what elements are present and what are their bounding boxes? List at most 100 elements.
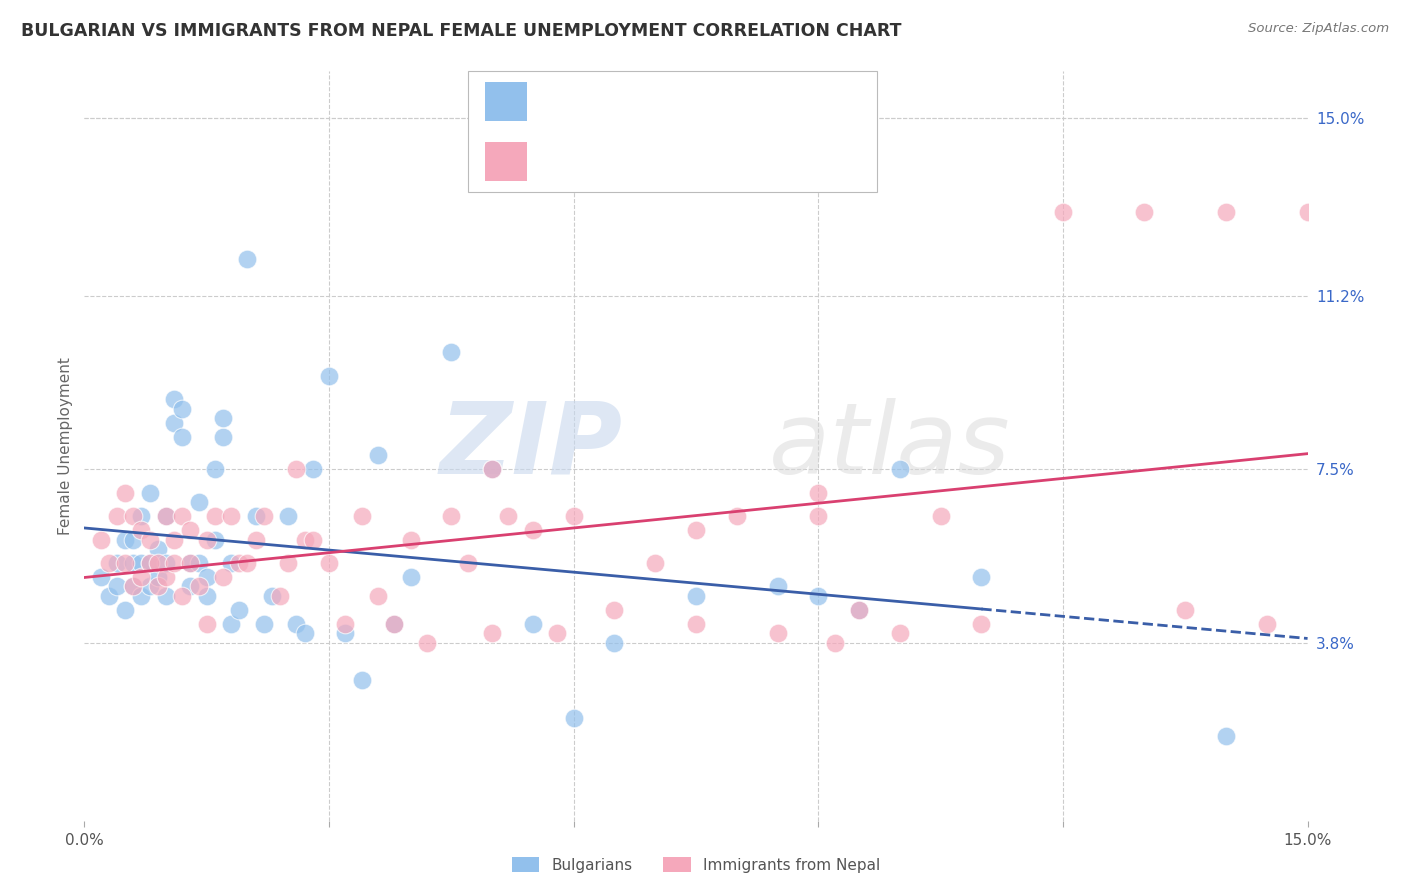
Point	[236, 252, 259, 266]
Point	[1215, 730, 1237, 744]
Point	[138, 533, 160, 547]
Point	[195, 533, 218, 547]
FancyBboxPatch shape	[468, 70, 877, 193]
Point	[90, 533, 112, 547]
Point	[146, 541, 169, 557]
Point	[260, 589, 283, 603]
Point	[603, 603, 626, 617]
Point	[685, 589, 707, 603]
Point	[172, 589, 194, 603]
Point	[1215, 204, 1237, 219]
Point	[146, 580, 169, 594]
Point	[97, 556, 120, 570]
Point	[187, 580, 209, 594]
Point	[562, 509, 585, 524]
Point	[277, 556, 299, 570]
Point	[766, 626, 789, 640]
Point	[212, 411, 235, 425]
Point	[236, 556, 259, 570]
Point	[138, 556, 160, 570]
Point	[219, 617, 242, 632]
Point	[253, 617, 276, 632]
Point	[204, 462, 226, 476]
Legend: Bulgarians, Immigrants from Nepal: Bulgarians, Immigrants from Nepal	[505, 849, 887, 880]
Point	[131, 509, 153, 524]
Point	[807, 509, 830, 524]
Point	[172, 430, 194, 444]
Point	[498, 509, 520, 524]
Point	[685, 523, 707, 537]
Point	[228, 603, 250, 617]
Point	[179, 556, 201, 570]
Point	[155, 509, 177, 524]
Text: -0.005: -0.005	[612, 93, 671, 111]
Point	[416, 635, 439, 649]
Point	[187, 495, 209, 509]
Point	[179, 523, 201, 537]
Point	[146, 570, 169, 584]
Point	[481, 462, 503, 476]
Text: BULGARIAN VS IMMIGRANTS FROM NEPAL FEMALE UNEMPLOYMENT CORRELATION CHART: BULGARIAN VS IMMIGRANTS FROM NEPAL FEMAL…	[21, 22, 901, 40]
Point	[294, 626, 316, 640]
Point	[440, 509, 463, 524]
Text: Source: ZipAtlas.com: Source: ZipAtlas.com	[1249, 22, 1389, 36]
Bar	[485, 82, 527, 121]
Point	[399, 570, 422, 584]
Point	[285, 462, 308, 476]
Point	[335, 617, 357, 632]
Point	[929, 509, 952, 524]
Point	[219, 509, 242, 524]
Point	[172, 509, 194, 524]
Point	[131, 570, 153, 584]
Point	[848, 603, 870, 617]
Point	[212, 570, 235, 584]
Point	[155, 556, 177, 570]
Point	[155, 509, 177, 524]
Text: 0.171: 0.171	[612, 153, 664, 170]
Point	[138, 485, 160, 500]
Point	[212, 430, 235, 444]
Point	[685, 617, 707, 632]
Point	[301, 462, 323, 476]
Text: 63: 63	[789, 93, 811, 111]
Point	[114, 485, 136, 500]
Point	[245, 533, 267, 547]
Point	[90, 570, 112, 584]
Point	[155, 570, 177, 584]
Point	[163, 416, 186, 430]
Point	[889, 626, 911, 640]
Point	[138, 556, 160, 570]
Point	[766, 580, 789, 594]
Text: N =: N =	[725, 93, 762, 111]
Point	[105, 509, 128, 524]
Point	[138, 580, 160, 594]
Point	[889, 462, 911, 476]
Point	[131, 523, 153, 537]
Point	[105, 580, 128, 594]
Point	[522, 523, 544, 537]
Point	[172, 401, 194, 416]
Point	[1256, 617, 1278, 632]
Point	[546, 626, 568, 640]
Point	[114, 603, 136, 617]
Point	[1174, 603, 1197, 617]
Point	[114, 533, 136, 547]
Point	[562, 710, 585, 724]
Text: R =: R =	[548, 153, 585, 170]
Point	[163, 392, 186, 407]
Point	[457, 556, 479, 570]
Point	[824, 635, 846, 649]
Text: atlas: atlas	[769, 398, 1011, 494]
Point	[195, 617, 218, 632]
Point	[195, 570, 218, 584]
Point	[335, 626, 357, 640]
Point	[350, 673, 373, 688]
Point	[131, 556, 153, 570]
Point	[122, 556, 145, 570]
Point	[122, 533, 145, 547]
Point	[204, 509, 226, 524]
Point	[195, 589, 218, 603]
Point	[970, 617, 993, 632]
Text: R =: R =	[548, 93, 585, 111]
Point	[318, 556, 340, 570]
